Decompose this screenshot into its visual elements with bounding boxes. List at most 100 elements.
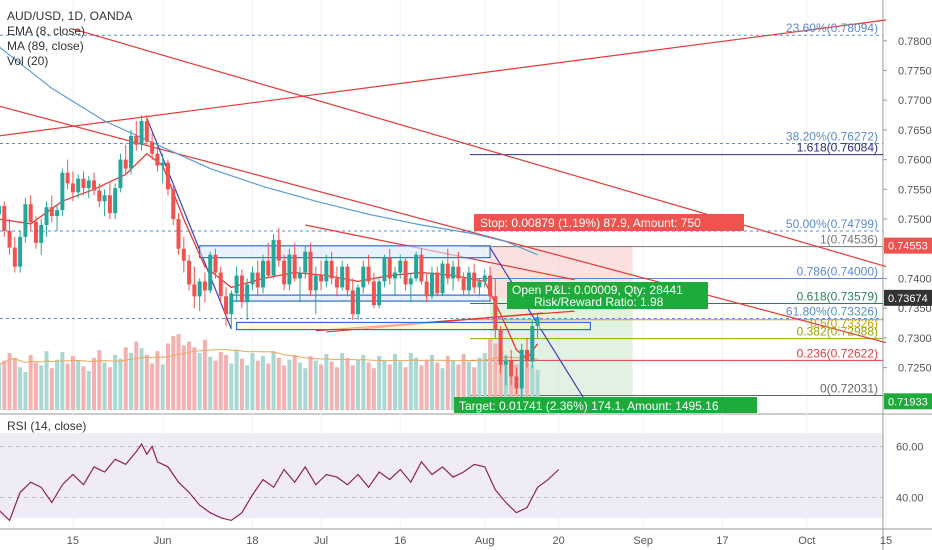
candle-body — [176, 219, 181, 249]
candle-body — [23, 204, 28, 237]
fib-labels: 23.60%(0.78094) 38.20%(0.76272)1.618(0.76… — [786, 21, 878, 395]
candle-body — [18, 236, 23, 267]
price-badge-label: 0.71933 — [888, 396, 928, 408]
time-axis[interactable]: 15 Jun 18 Jul 16 Aug 20 Sep 17 Oct 15 — [67, 535, 892, 547]
candle-body — [150, 141, 155, 154]
rsi-axis[interactable]: 60.00 40.00 — [896, 442, 924, 505]
volume-bar — [466, 361, 471, 410]
volume-bar — [113, 354, 118, 410]
candle-body — [308, 251, 313, 291]
volume-bar — [187, 341, 192, 410]
volume-bar — [0, 364, 1, 410]
price-badge-label: 0.74553 — [888, 241, 928, 253]
volume-bar — [488, 338, 493, 410]
volume-bar — [123, 347, 128, 410]
price-badge — [884, 237, 932, 254]
ema-legend[interactable]: EMA (8, close) — [7, 24, 85, 38]
candle-body — [535, 317, 540, 327]
volume-bar — [2, 360, 7, 410]
candle-body — [424, 281, 429, 297]
price-badge — [884, 289, 932, 306]
x-tick-label: 16 — [394, 535, 406, 547]
volume-bar — [535, 370, 540, 410]
candle-body — [414, 254, 419, 279]
candle-body — [97, 190, 102, 202]
volume-bar — [70, 355, 75, 410]
symbol-title[interactable]: AUD/USD, 1D, OANDA — [7, 9, 132, 23]
stop-badge[interactable]: Stop: 0.00879 (1.19%) 87.9, Amount: 750 — [474, 214, 744, 231]
candle-body — [482, 275, 487, 282]
y-tick-label: 0.72500 — [898, 363, 932, 375]
candle-body — [440, 263, 445, 294]
volume-bar — [371, 368, 376, 410]
volume-bar — [102, 362, 107, 410]
candle-body — [282, 260, 287, 285]
volume-bar — [86, 371, 91, 410]
legend: AUD/USD, 1D, OANDA EMA (8, close) MA (89… — [7, 9, 132, 433]
volume-bar — [239, 358, 244, 410]
candle-body — [419, 254, 424, 282]
price-badge — [884, 393, 932, 410]
x-tick-label: Jun — [154, 535, 172, 547]
volume-bar — [445, 355, 450, 410]
volume-bar — [382, 360, 387, 410]
candle-body — [255, 272, 260, 288]
candle-body — [382, 257, 387, 282]
ema-path — [0, 152, 539, 360]
candle-body — [366, 266, 371, 282]
candle-body — [287, 254, 292, 285]
volume-bar — [308, 355, 313, 410]
x-tick-label: 15 — [880, 535, 892, 547]
volume-bar — [139, 348, 144, 410]
ma-89-line — [0, 46, 538, 256]
ema-8-line — [0, 152, 539, 360]
fib-label: 0.382(0.72988) — [797, 325, 878, 339]
candle-body — [39, 225, 44, 243]
candle-body — [208, 254, 213, 291]
trendline — [0, 105, 887, 344]
volume-bar — [28, 354, 33, 410]
x-tick-label: 20 — [553, 535, 565, 547]
volume-bar — [477, 357, 482, 410]
candle-body — [2, 205, 7, 231]
volume-bar — [245, 365, 250, 410]
pnl-badge[interactable]: Open P&L: 0.00009, Qty: 28441 Risk/Rewar… — [507, 282, 708, 309]
volume-bar — [134, 341, 139, 410]
volume-bar — [334, 367, 339, 410]
candle-body — [86, 180, 91, 189]
volume-bar — [429, 354, 434, 410]
candle-body — [408, 278, 413, 285]
volume-bar — [118, 358, 123, 410]
candle-body — [477, 281, 482, 288]
candle-body — [324, 260, 329, 282]
volume-bar — [282, 365, 287, 410]
candle-body — [118, 159, 123, 189]
volume-bar — [33, 362, 38, 410]
volume-bar — [419, 365, 424, 410]
ma-path — [0, 46, 538, 256]
rsi-tick-label: 60.00 — [896, 442, 924, 454]
candle-body — [92, 180, 97, 191]
volume-bar — [356, 359, 361, 410]
volume-bar — [456, 364, 461, 410]
candle-body — [403, 260, 408, 285]
volume-bar — [361, 354, 366, 410]
volume-bar — [387, 364, 392, 410]
x-tick-label: Oct — [798, 535, 815, 547]
volume-bar — [129, 353, 133, 410]
target-badge[interactable]: Target: 0.01741 (2.36%) 174.1, Amount: 1… — [454, 397, 757, 413]
ma-legend[interactable]: MA (89, close) — [7, 39, 84, 53]
volume-bar — [23, 372, 28, 410]
vol-legend[interactable]: Vol (20) — [7, 54, 48, 68]
volume-bar — [55, 359, 60, 410]
candle-body — [377, 281, 382, 306]
rsi-legend[interactable]: RSI (14, close) — [7, 419, 86, 433]
trendline — [72, 28, 887, 268]
candle-body — [303, 251, 308, 273]
fib-label: 50.00%(0.74799) — [786, 217, 878, 231]
